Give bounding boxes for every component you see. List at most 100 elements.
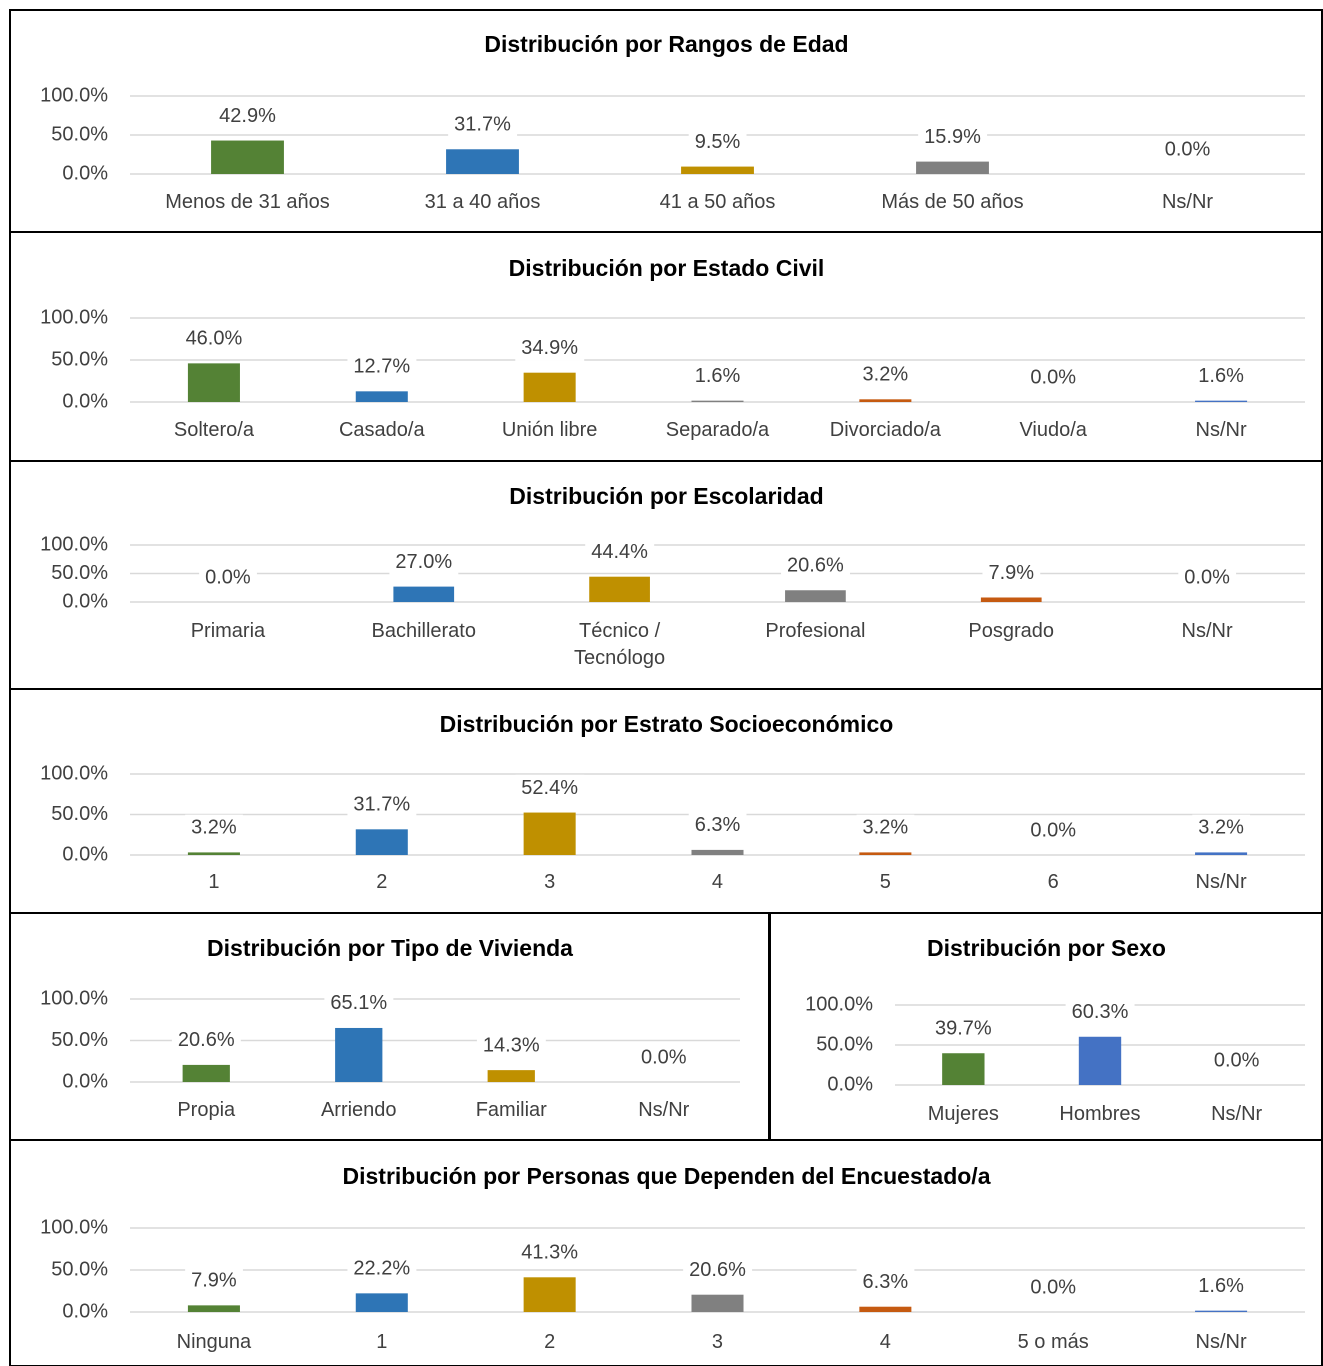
y-tick-label: 100.0% [40, 306, 108, 328]
bar [211, 140, 284, 174]
bar [335, 1027, 383, 1082]
value-label: 1.6% [1198, 1275, 1244, 1297]
y-tick-label: 100.0% [40, 533, 108, 555]
value-label: 0.0% [1030, 819, 1076, 841]
y-tick-label: 50.0% [51, 1029, 108, 1051]
value-label: 7.9% [988, 562, 1034, 584]
value-label: 0.0% [641, 1046, 687, 1068]
x-tick-label: 5 o más [1017, 1331, 1089, 1353]
bar [785, 590, 846, 602]
bar [187, 1305, 240, 1312]
bar [691, 849, 744, 855]
y-tick-label: 100.0% [40, 987, 108, 1009]
x-tick-label: Ninguna [176, 1331, 252, 1353]
value-label: 12.7% [353, 356, 410, 378]
x-tick-label: Ns/Nr [1195, 419, 1247, 441]
value-label: 44.4% [591, 541, 648, 563]
x-tick-label: Mujeres [927, 1103, 999, 1125]
bar [1195, 1310, 1248, 1312]
chart-title: Distribución por Rangos de Edad [484, 31, 848, 57]
value-label-bg [688, 812, 747, 839]
bar [187, 852, 240, 855]
x-tick-label: 1 [208, 871, 220, 893]
value-label: 0.0% [1030, 366, 1076, 388]
value-label-bg [688, 362, 747, 389]
value-label-bg [688, 128, 747, 155]
y-tick-label: 0.0% [827, 1073, 873, 1095]
x-tick-label: Bachillerato [371, 620, 476, 642]
value-label-bg [634, 1044, 693, 1071]
y-tick-label: 50.0% [51, 1258, 108, 1280]
value-label-bg [347, 1255, 417, 1282]
value-label: 1.6% [1198, 365, 1244, 387]
chart-title: Distribución por Escolaridad [509, 483, 823, 509]
value-label: 46.0% [186, 328, 243, 350]
x-tick-label: Viudo/a [1019, 419, 1087, 441]
x-tick-label: 2 [376, 871, 388, 893]
x-tick-label: 6 [1047, 871, 1059, 893]
bar [446, 149, 519, 174]
value-label: 3.2% [191, 817, 237, 839]
value-label-bg [389, 548, 459, 575]
value-label-bg [1178, 564, 1237, 591]
x-tick-label: Arriendo [320, 1099, 397, 1121]
y-tick-label: 0.0% [62, 1070, 108, 1092]
bar [916, 161, 989, 174]
x-tick-label: Propia [177, 1099, 236, 1121]
bar [487, 1070, 535, 1082]
bar [681, 166, 754, 174]
x-tick-label: Ns/Nr [1181, 620, 1233, 642]
bar [187, 363, 240, 402]
bar [859, 852, 912, 855]
bar [355, 1293, 408, 1312]
value-label-bg [1158, 136, 1217, 163]
x-tick-label: Ns/Nr [1195, 1331, 1247, 1353]
x-tick-label: 4 [711, 871, 724, 893]
bar [1078, 1036, 1122, 1085]
x-tick-label: Ns/Nr [1161, 191, 1214, 213]
x-tick-label: 3 [544, 871, 556, 893]
value-label: 3.2% [863, 364, 909, 386]
y-tick-label: 0.0% [62, 390, 108, 412]
value-label-bg [1192, 1272, 1251, 1299]
bar [859, 1306, 912, 1312]
chart-title: Distribución por Estrato Socioeconómico [440, 711, 894, 737]
value-label: 22.2% [353, 1258, 410, 1280]
x-tick-label: 5 [879, 871, 891, 893]
value-label-bg [781, 552, 850, 579]
panel-border [9, 1139, 1323, 1366]
y-tick-label: 100.0% [40, 762, 108, 784]
x-tick-label: Soltero/a [173, 419, 254, 441]
x-tick-label: 1 [376, 1331, 388, 1353]
chart-title: Distribución por Tipo de Vivienda [207, 935, 573, 961]
value-label-bg [856, 814, 915, 841]
bar [691, 1294, 744, 1312]
value-label: 20.6% [787, 555, 844, 577]
x-tick-label: Unión libre [501, 419, 598, 441]
value-label: 1.6% [695, 365, 741, 387]
value-label-bg [683, 1256, 753, 1283]
chart-title: Distribución por Estado Civil [509, 255, 825, 281]
value-label: 0.0% [1030, 1276, 1076, 1298]
y-tick-label: 100.0% [805, 993, 873, 1015]
value-label-bg [347, 353, 417, 380]
value-label-bg [918, 123, 988, 150]
value-label: 31.7% [454, 114, 511, 136]
y-tick-label: 50.0% [51, 123, 108, 145]
x-tick-label: Primaria [190, 620, 266, 642]
x-tick-label: 2 [544, 1331, 556, 1353]
bar [393, 586, 455, 602]
bar [523, 1277, 576, 1312]
value-label-bg [1207, 1047, 1266, 1074]
x-tick-label: Ns/Nr [1195, 871, 1247, 893]
x-tick-label: Profesional [765, 620, 866, 642]
x-tick-label: Familiar [475, 1099, 547, 1121]
value-label: 0.0% [1165, 138, 1211, 160]
x-tick-label: Más de 50 años [881, 191, 1024, 213]
x-tick-label: Separado/a [665, 419, 770, 441]
bar [355, 829, 408, 855]
value-label: 20.6% [178, 1029, 235, 1051]
x-tick-label: Ns/Nr [638, 1099, 690, 1121]
